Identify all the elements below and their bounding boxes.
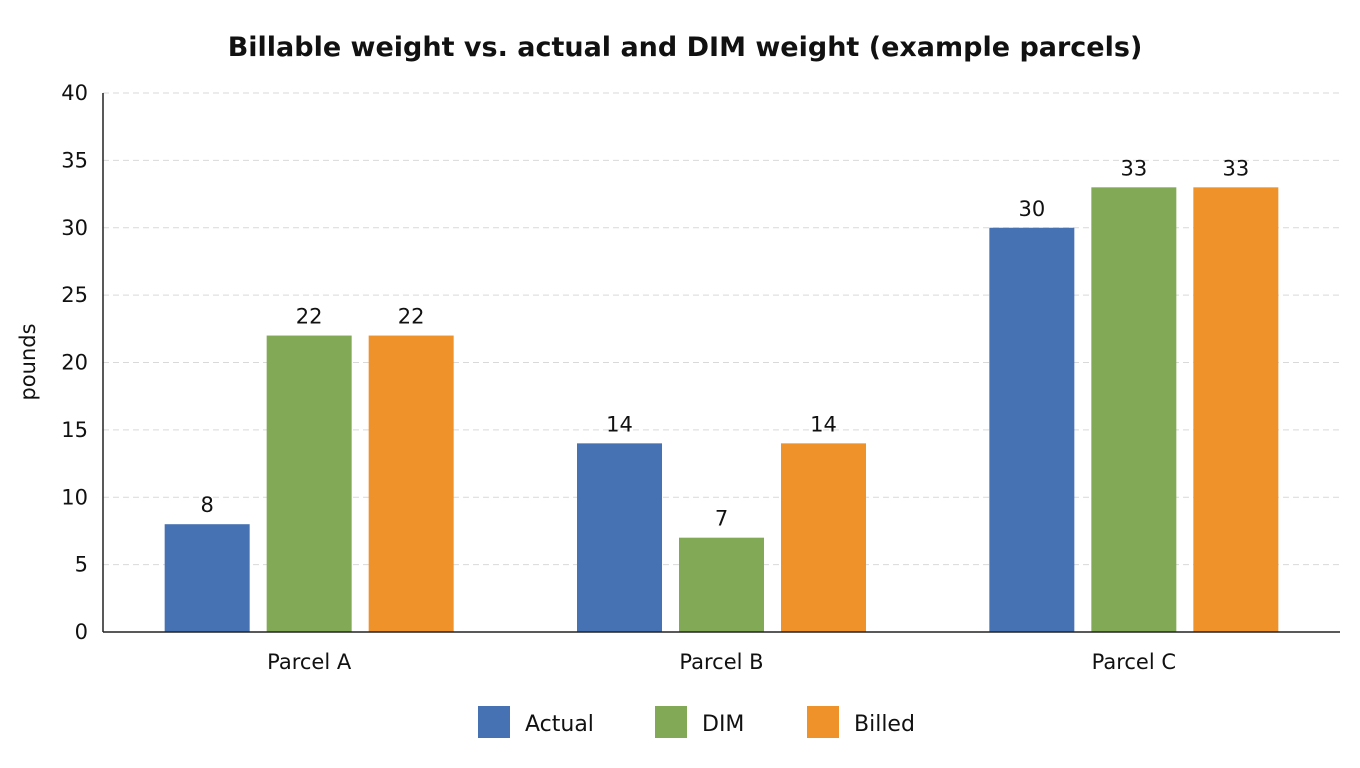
data-label: 33 [1120, 156, 1147, 180]
y-tick-label: 25 [61, 283, 88, 307]
bar-actual-parcel-b [577, 443, 662, 632]
y-tick-label: 10 [61, 485, 88, 509]
legend-swatch-dim [655, 706, 687, 738]
x-category-label: Parcel C [1092, 650, 1176, 674]
bar-dim-parcel-a [266, 335, 352, 632]
bar-actual-parcel-a [164, 524, 250, 632]
y-tick-label: 20 [61, 351, 88, 375]
bar-actual-parcel-c [989, 227, 1075, 632]
legend-label-dim: DIM [702, 712, 744, 737]
bar-billed-parcel-a [368, 335, 454, 632]
data-label: 8 [200, 493, 213, 517]
bars [164, 187, 1279, 632]
data-labels: 8 22 22 14 7 14 30 33 33 [200, 156, 1249, 530]
y-axis-title: pounds [16, 323, 40, 400]
data-label: 14 [810, 412, 837, 436]
bar-billed-parcel-b [781, 443, 866, 632]
data-label: 7 [715, 507, 728, 531]
y-tick-label: 40 [61, 81, 88, 105]
x-category-label: Parcel B [679, 650, 763, 674]
y-tick-label: 0 [75, 620, 88, 644]
legend-label-billed: Billed [854, 712, 915, 737]
legend-label-actual: Actual [525, 712, 594, 737]
data-label: 14 [606, 412, 633, 436]
legend-swatch-actual [478, 706, 510, 738]
y-tick-label: 30 [61, 216, 88, 240]
data-label: 30 [1018, 197, 1045, 221]
data-label: 33 [1222, 156, 1249, 180]
bar-dim-parcel-c [1091, 187, 1177, 632]
data-label: 22 [398, 305, 425, 329]
y-axis-ticks: 0 5 10 15 20 25 30 35 40 [61, 81, 88, 644]
y-tick-label: 5 [75, 553, 88, 577]
bar-dim-parcel-b [679, 537, 764, 632]
chart-title: Billable weight vs. actual and DIM weigh… [228, 32, 1143, 63]
legend: Actual DIM Billed [478, 706, 915, 738]
legend-swatch-billed [807, 706, 839, 738]
x-category-label: Parcel A [267, 650, 352, 674]
y-tick-label: 35 [61, 148, 88, 172]
x-axis-categories: Parcel A Parcel B Parcel C [267, 650, 1176, 674]
y-tick-label: 15 [61, 418, 88, 442]
bar-billed-parcel-c [1193, 187, 1279, 632]
data-label: 22 [296, 305, 323, 329]
